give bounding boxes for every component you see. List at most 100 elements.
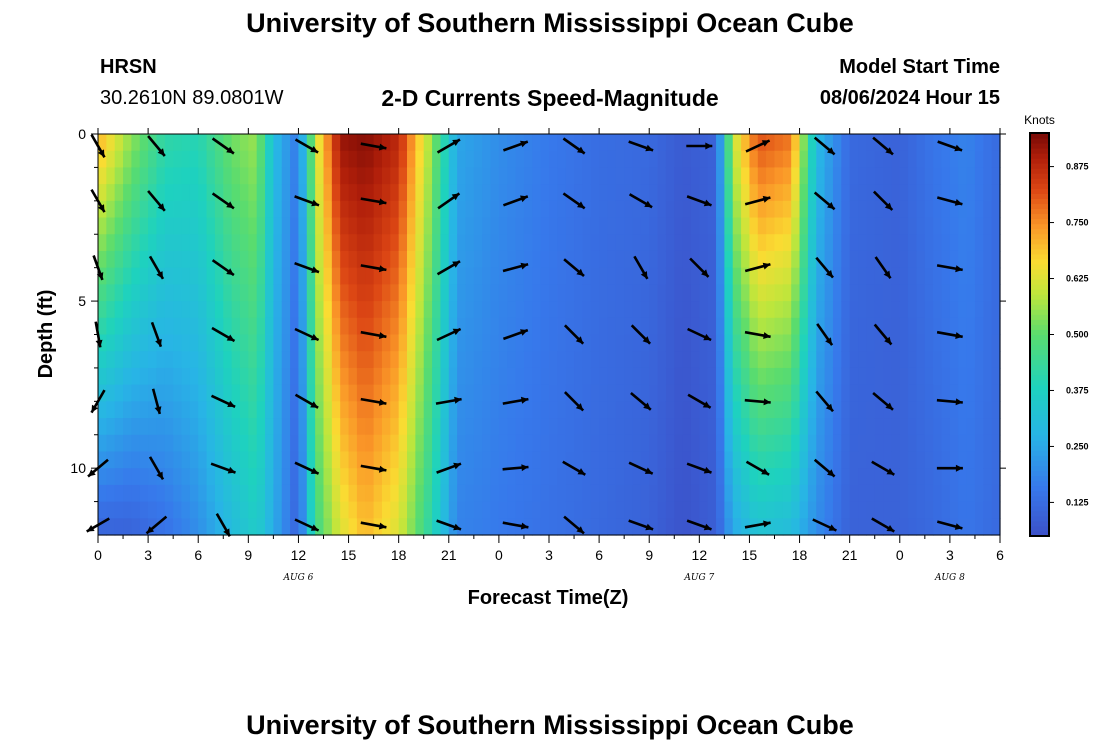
heatmap-cell (540, 217, 550, 235)
heatmap-cell (198, 468, 208, 486)
heatmap-cell (766, 451, 776, 469)
heatmap-cell (565, 267, 575, 285)
heatmap-cell (231, 484, 241, 503)
heatmap-cell (98, 150, 107, 169)
heatmap-cell (223, 184, 233, 202)
heatmap-cell (223, 267, 233, 285)
heatmap-cell (523, 317, 533, 336)
heatmap-cell (607, 267, 617, 285)
heatmap-cell (365, 250, 375, 269)
heatmap-cell (523, 334, 533, 352)
heatmap-cell (749, 267, 759, 285)
heatmap-cell (841, 367, 851, 386)
heatmap-cell (239, 367, 249, 386)
heatmap-cell (465, 234, 475, 252)
heatmap-cell (707, 384, 717, 402)
heatmap-cell (849, 284, 859, 302)
vector-head (98, 204, 105, 213)
heatmap-cell (206, 468, 216, 486)
heatmap-cell (523, 150, 533, 169)
heatmap-cell (223, 384, 233, 402)
heatmap-cell (883, 401, 893, 419)
heatmap-cell (515, 434, 525, 453)
heatmap-cell (891, 284, 901, 302)
heatmap-cell (390, 418, 400, 436)
heatmap-cell (373, 234, 383, 252)
heatmap-cell (440, 217, 450, 235)
heatmap-cell (482, 334, 492, 352)
heatmap-cell (415, 284, 425, 302)
heatmap-cell (874, 301, 884, 319)
vector-head (88, 469, 96, 477)
heatmap-cell (123, 134, 133, 152)
heatmap-cell (532, 167, 542, 185)
colorbar-segment (1030, 148, 1049, 154)
heatmap-cell (841, 434, 851, 453)
heatmap-cell (148, 234, 158, 252)
heatmap-cell (791, 351, 801, 369)
heatmap-cell (657, 317, 667, 336)
heatmap-cell (665, 401, 675, 419)
heatmap-cell (490, 518, 500, 536)
heatmap-cell (540, 167, 550, 185)
heatmap-cell (958, 451, 968, 469)
heatmap-cell (941, 384, 951, 402)
heatmap-cell (106, 234, 116, 252)
heatmap-cell (189, 418, 199, 436)
heatmap-cell (231, 518, 241, 536)
heatmap-cell (866, 434, 876, 453)
heatmap-cell (707, 200, 717, 219)
heatmap-cell (331, 351, 341, 369)
heatmap-cell (373, 184, 383, 202)
heatmap-cell (582, 250, 592, 269)
heatmap-cell (682, 334, 692, 352)
heatmap-cell (114, 434, 124, 453)
heatmap-cell (557, 484, 567, 503)
heatmap-cell (432, 267, 442, 285)
heatmap-cell (331, 250, 341, 269)
heatmap-cell (757, 501, 767, 519)
heatmap-cell (473, 317, 483, 336)
heatmap-cell (407, 484, 416, 503)
heatmap-cell (214, 434, 224, 453)
heatmap-cell (298, 301, 308, 319)
heatmap-cell (816, 334, 826, 352)
heatmap-cell (557, 301, 567, 319)
heatmap-cell (574, 367, 584, 386)
current-vector (211, 192, 235, 210)
heatmap-cell (348, 401, 358, 419)
heatmap-cell (607, 317, 617, 336)
heatmap-cell (390, 317, 400, 336)
colorbar-segment (1030, 505, 1049, 512)
heatmap-cell (707, 367, 717, 386)
heatmap-cell (390, 234, 400, 252)
heatmap-cell (298, 401, 308, 419)
heatmap-cell (632, 317, 642, 336)
heatmap-cell (657, 150, 667, 169)
heatmap-cell (156, 184, 166, 202)
heatmap-cell (148, 501, 158, 519)
heatmap-cell (239, 484, 249, 503)
heatmap-cell (131, 468, 141, 486)
heatmap-cell (315, 468, 325, 486)
heatmap-cell (983, 150, 993, 169)
heatmap-cell (281, 418, 291, 436)
heatmap-cell (599, 284, 609, 302)
heatmap-cell (290, 518, 300, 536)
heatmap-cell (849, 384, 859, 402)
vector-head (311, 199, 319, 207)
heatmap-cell (181, 250, 191, 269)
heatmap-cell (106, 167, 116, 185)
heatmap-cell (348, 250, 358, 269)
heatmap-cell (498, 217, 508, 235)
heatmap-cell (732, 468, 742, 486)
heatmap-cell (699, 418, 709, 436)
heatmap-cell (457, 468, 467, 486)
heatmap-cell (874, 217, 884, 235)
heatmap-cell (290, 267, 300, 285)
heatmap-cell (440, 284, 450, 302)
heatmap-cell (214, 267, 224, 285)
heatmap-cell (256, 301, 266, 319)
heatmap-cell (131, 217, 141, 235)
heatmap-cell (849, 200, 859, 219)
